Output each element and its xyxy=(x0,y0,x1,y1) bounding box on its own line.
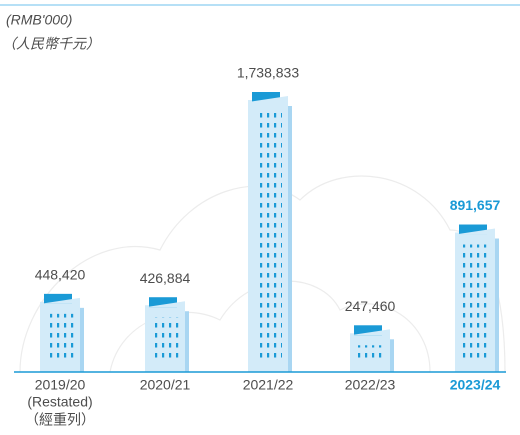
value-label: 426,884 xyxy=(140,270,191,286)
value-label: 247,460 xyxy=(345,298,396,314)
building-windows xyxy=(358,345,384,362)
x-tick-label: 2021/22 xyxy=(243,377,294,393)
value-label: 1,738,833 xyxy=(237,65,299,81)
value-label: 891,657 xyxy=(450,197,501,213)
value-label: 448,420 xyxy=(35,267,86,283)
chart: (RMB'000) （人民幣千元） (Restated) （經重列） 448,4… xyxy=(0,0,520,435)
building-windows xyxy=(463,245,489,362)
unit-label: （人民幣千元） xyxy=(2,36,100,52)
category-note: （經重列） xyxy=(25,412,95,428)
building-windows xyxy=(256,112,282,362)
x-tick-label: 2020/21 xyxy=(140,377,191,393)
x-tick-label: 2022/23 xyxy=(345,377,396,393)
unit-label: (RMB'000) xyxy=(6,12,72,28)
category-note: (Restated) xyxy=(27,394,92,410)
x-tick-label: 2019/20 xyxy=(35,377,86,393)
x-tick-label: 2023/24 xyxy=(450,377,501,393)
building-windows xyxy=(48,314,74,362)
building-windows xyxy=(153,317,179,362)
